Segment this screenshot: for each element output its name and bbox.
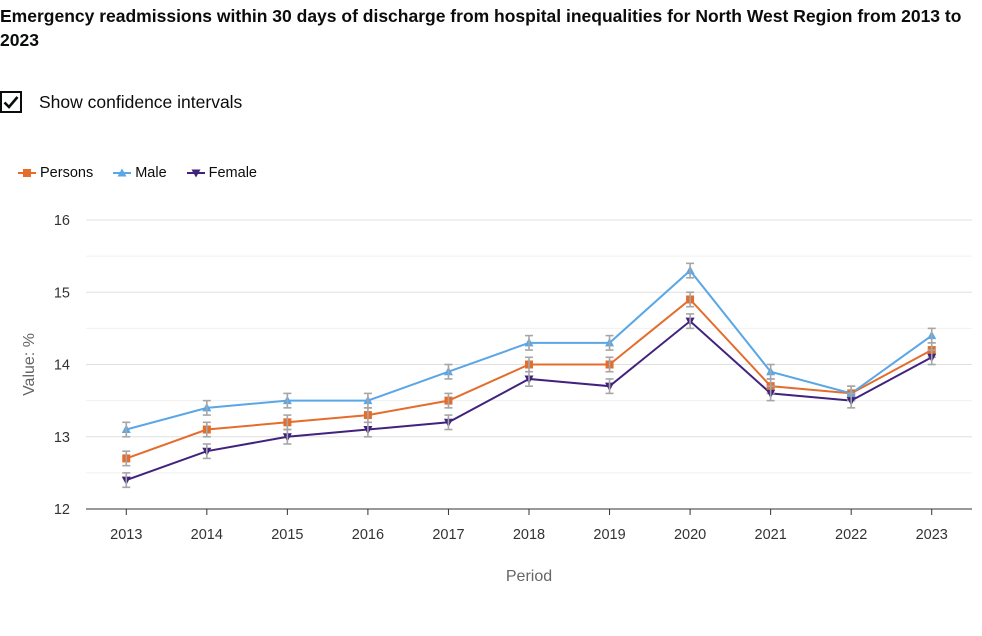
- legend-label-female: Female: [208, 165, 257, 181]
- confidence-interval: [122, 450, 131, 467]
- confidence-interval: [363, 392, 372, 409]
- x-tick-label: 2023: [916, 527, 948, 543]
- confidence-interval: [122, 472, 131, 489]
- y-tick-label: 15: [54, 285, 70, 301]
- x-tick-label: 2019: [593, 527, 625, 543]
- x-tick-label: 2014: [191, 527, 223, 543]
- legend-label-persons: Persons: [40, 165, 94, 181]
- series-markers-male: [121, 262, 937, 438]
- confidence-interval: [766, 363, 775, 380]
- confidence-interval: [283, 428, 292, 445]
- checkmark-icon: [3, 96, 19, 109]
- confidence-interval: [283, 392, 292, 409]
- legend-item-persons[interactable]: Persons: [18, 165, 93, 181]
- confidence-interval: [444, 363, 453, 380]
- confidence-interval: [605, 356, 614, 373]
- x-tick-label: 2018: [513, 527, 545, 543]
- series-markers-female: [121, 313, 937, 489]
- confidence-interval: [847, 392, 856, 409]
- confidence-interval-toggle[interactable]: Show confidence intervals: [0, 88, 242, 116]
- confidence-interval: [363, 421, 372, 438]
- x-tick-label: 2022: [835, 527, 867, 543]
- confidence-interval: [202, 399, 211, 416]
- confidence-interval-label: Show confidence intervals: [39, 91, 243, 112]
- square-marker-icon: [18, 169, 36, 177]
- x-tick-label: 2021: [755, 527, 787, 543]
- y-tick-label: 14: [54, 358, 70, 374]
- x-axis-title: Period: [506, 568, 552, 585]
- confidence-interval: [444, 414, 453, 431]
- y-axis-title: Value: %: [21, 333, 38, 396]
- x-tick-label: 2015: [271, 527, 303, 543]
- confidence-interval: [686, 313, 695, 330]
- confidence-interval: [927, 327, 936, 344]
- triangle-up-marker-icon: [113, 168, 132, 177]
- confidence-interval: [525, 334, 533, 351]
- x-tick-label: 2016: [352, 527, 384, 543]
- confidence-interval: [202, 443, 211, 460]
- confidence-interval: [525, 370, 533, 387]
- confidence-interval: [686, 291, 695, 308]
- confidence-interval: [444, 392, 453, 409]
- triangle-down-marker-icon: [186, 169, 205, 178]
- legend-label-male: Male: [135, 165, 167, 181]
- confidence-interval: [122, 421, 131, 438]
- chart-legend: Persons Male Female: [18, 165, 277, 181]
- confidence-interval: [605, 378, 614, 395]
- y-tick-label: 12: [54, 502, 70, 518]
- confidence-interval: [927, 349, 936, 366]
- y-tick-label: 13: [54, 430, 70, 446]
- x-tick-label: 2017: [432, 527, 464, 543]
- confidence-interval: [686, 262, 695, 279]
- chart-title: Emergency readmissions within 30 days of…: [0, 6, 962, 50]
- legend-item-male[interactable]: Male: [113, 165, 167, 181]
- confidence-interval: [202, 421, 211, 438]
- confidence-interval: [766, 385, 775, 402]
- y-tick-label: 16: [54, 213, 70, 229]
- confidence-interval: [605, 334, 614, 351]
- confidence-interval-checkbox[interactable]: [0, 91, 22, 113]
- x-tick-label: 2013: [110, 527, 142, 543]
- legend-item-female[interactable]: Female: [186, 165, 257, 181]
- x-tick-label: 2020: [674, 527, 706, 543]
